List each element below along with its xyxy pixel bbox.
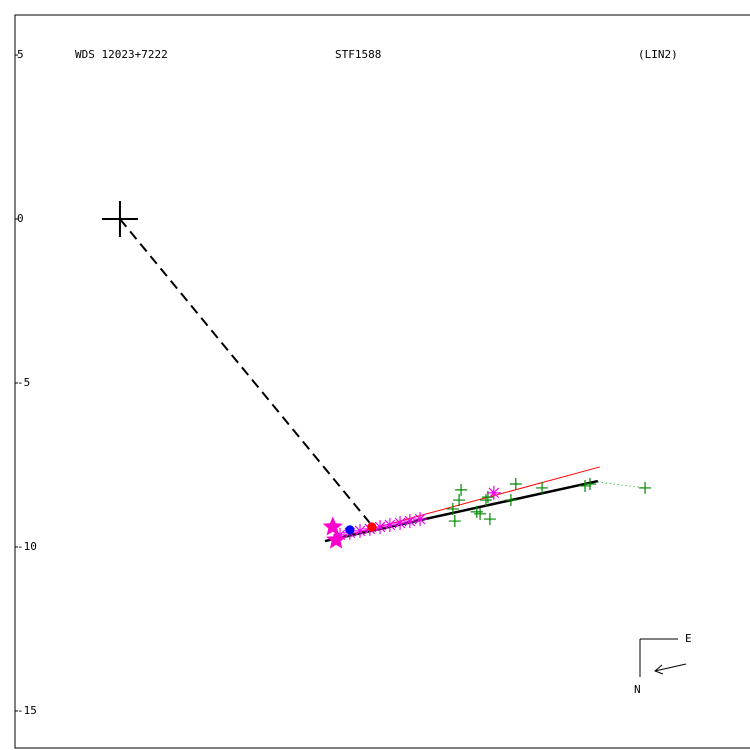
point-asterisk xyxy=(486,485,501,500)
point-plus xyxy=(504,494,517,507)
point-star xyxy=(326,529,347,549)
compass-east: E xyxy=(685,632,692,645)
line-dashed xyxy=(119,218,371,524)
point-plus xyxy=(579,479,592,492)
point-plus xyxy=(474,507,487,520)
point-asterisk xyxy=(393,516,408,531)
point-plus xyxy=(639,481,652,494)
y-tick-label: 5 xyxy=(17,48,24,61)
point-asterisk xyxy=(353,523,368,538)
point-asterisk xyxy=(382,517,397,532)
point-dot xyxy=(367,522,377,532)
y-tick-label: -15 xyxy=(17,704,37,717)
point-plus xyxy=(483,513,496,526)
point-star xyxy=(322,516,343,536)
primary-star xyxy=(101,200,138,237)
point-dot xyxy=(345,525,355,535)
chart-title: STF1588 xyxy=(335,48,381,61)
point-plus xyxy=(583,477,596,490)
point-plus xyxy=(455,483,468,496)
point-plus xyxy=(446,502,459,515)
orbit-label: (LIN2) xyxy=(638,48,678,61)
point-asterisk xyxy=(402,514,417,529)
point-plus xyxy=(470,505,483,518)
y-tick-label: -10 xyxy=(17,540,37,553)
point-plus xyxy=(536,481,549,494)
point-plus xyxy=(453,494,466,507)
compass-north: N xyxy=(634,683,641,696)
y-tick-label: -5 xyxy=(17,376,30,389)
line-dotted xyxy=(597,481,646,489)
point-asterisk xyxy=(413,512,428,527)
point-plus xyxy=(448,515,461,528)
motion-arrow-head xyxy=(654,664,664,675)
wds-label: WDS 12023+7222 xyxy=(75,48,168,61)
plot-frame xyxy=(14,14,750,749)
point-asterisk xyxy=(373,519,388,534)
motion-arrow xyxy=(654,663,687,672)
point-asterisk xyxy=(333,527,348,542)
compass xyxy=(639,638,687,677)
point-plus xyxy=(509,477,522,490)
y-tick-label: 0 xyxy=(17,212,24,225)
point-plus xyxy=(479,494,492,507)
